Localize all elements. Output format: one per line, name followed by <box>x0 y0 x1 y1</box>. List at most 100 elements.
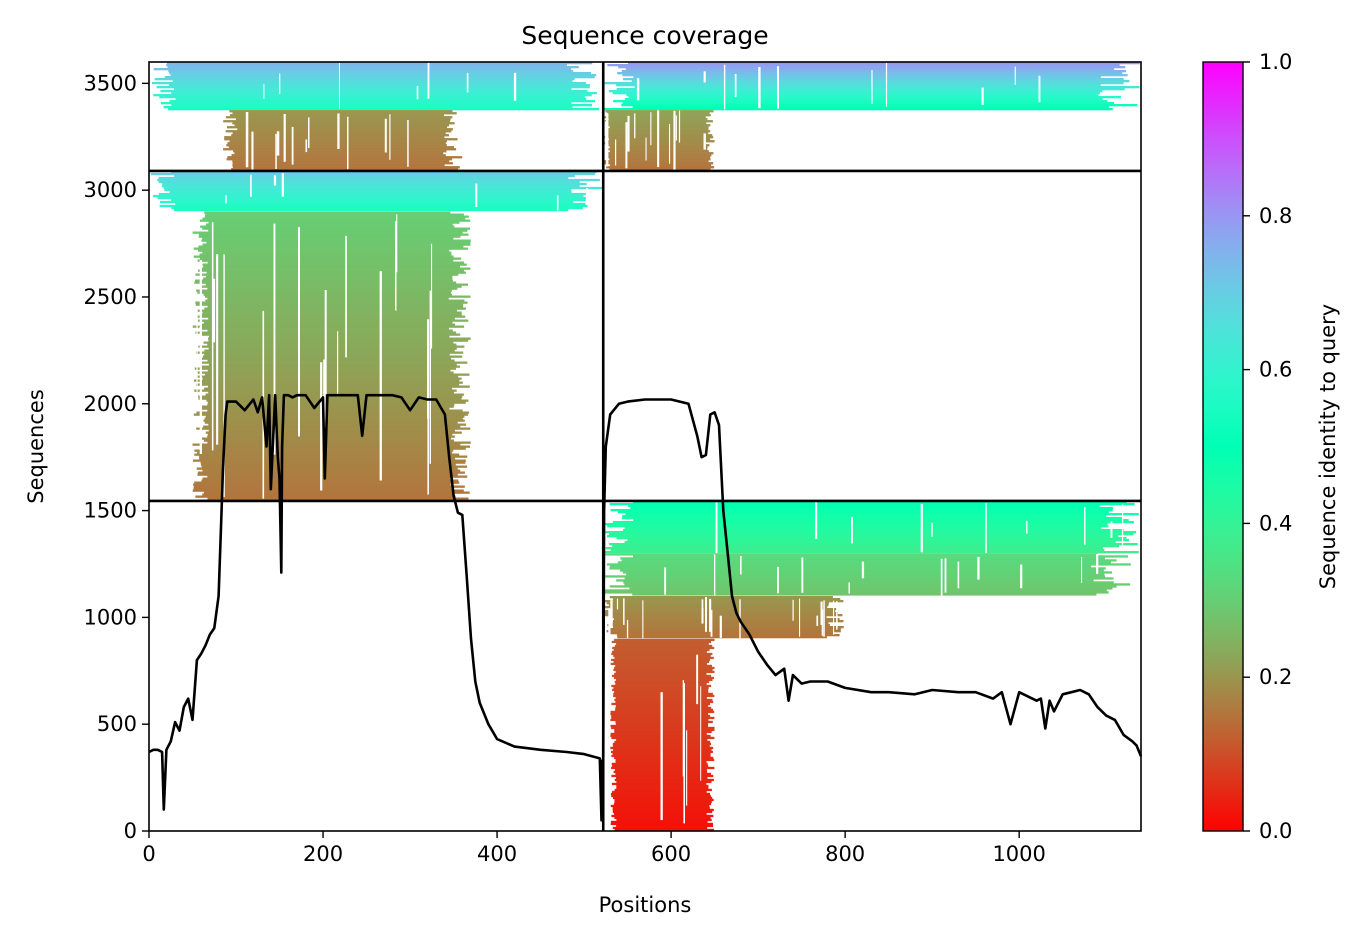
coverage-row <box>169 190 572 194</box>
coverage-row <box>202 217 466 220</box>
coverage-gap <box>669 123 671 164</box>
coverage-gap <box>675 115 677 141</box>
coverage-row <box>232 112 457 115</box>
coverage-row <box>231 134 449 137</box>
coverage-row <box>205 213 464 216</box>
coverage-row <box>194 281 457 284</box>
y-tick-label-0: 0 <box>124 819 137 843</box>
coverage-row <box>203 355 463 358</box>
coverage-row <box>603 606 828 609</box>
coverage-row <box>224 136 445 139</box>
coverage-row <box>622 515 1107 518</box>
coverage-gap <box>279 73 281 94</box>
coverage-row <box>163 186 603 190</box>
coverage-gap <box>627 115 630 152</box>
coverage-gap <box>678 110 681 143</box>
coverage-row <box>172 80 573 83</box>
coverage-gap <box>645 137 647 161</box>
coverage-row <box>203 491 470 494</box>
x-tick-label-600: 600 <box>651 842 691 866</box>
coverage-row <box>607 64 1120 67</box>
coverage-row <box>622 74 1128 77</box>
coverage-row <box>206 399 469 402</box>
coverage-gap <box>475 183 478 208</box>
coverage-row <box>198 395 463 398</box>
coverage-row <box>605 575 1105 578</box>
coverage-gap <box>977 556 980 580</box>
coverage-row <box>615 682 707 686</box>
coverage-row <box>614 672 707 676</box>
coverage-row <box>610 712 709 716</box>
coverage-row <box>615 708 714 712</box>
coverage-row <box>207 287 458 290</box>
colorbar-tick-label-2: 0.4 <box>1259 511 1292 535</box>
coverage-row <box>166 64 567 67</box>
coverage-gap <box>701 599 704 623</box>
coverage-row <box>160 90 588 93</box>
block-4-segment-1 <box>603 501 1142 554</box>
coverage-row <box>167 66 579 69</box>
coverage-row <box>614 756 714 760</box>
coverage-row <box>237 128 453 131</box>
coverage-row <box>192 459 466 462</box>
coverage-gap <box>836 601 838 630</box>
coverage-row <box>632 106 1109 109</box>
coverage-row <box>196 289 452 292</box>
coverage-gap <box>225 195 227 204</box>
block-1-segment-2 <box>223 110 463 171</box>
coverage-row <box>175 202 586 206</box>
coverage-row <box>209 335 450 338</box>
coverage-row <box>171 206 583 210</box>
coverage-row <box>207 435 455 438</box>
coverage-row <box>612 521 1134 524</box>
coverage-row <box>204 295 471 298</box>
coverage-row <box>629 587 1113 590</box>
coverage-gap <box>427 62 430 99</box>
coverage-row <box>608 154 712 157</box>
coverage-row <box>611 652 713 656</box>
coverage-row <box>234 152 444 155</box>
coverage-row <box>607 525 1109 528</box>
coverage-row <box>204 211 451 214</box>
coverage-row <box>603 610 836 613</box>
coverage-row <box>603 160 709 163</box>
coverage-row <box>193 485 465 488</box>
coverage-gap <box>683 683 685 824</box>
coverage-gap <box>275 133 277 169</box>
coverage-row <box>198 249 450 252</box>
coverage-row <box>617 561 1111 564</box>
coverage-row <box>604 589 1107 592</box>
coverage-row <box>208 423 467 426</box>
coverage-row <box>203 321 453 324</box>
coverage-gap <box>396 214 398 273</box>
coverage-row <box>158 176 569 180</box>
coverage-row <box>198 233 469 236</box>
coverage-row <box>208 363 457 366</box>
coverage-gap <box>833 600 835 635</box>
coverage-row <box>603 116 706 119</box>
coverage-row <box>611 782 707 786</box>
coverage-row <box>193 255 454 258</box>
coverage-gap <box>347 116 349 170</box>
coverage-row <box>610 509 1113 512</box>
coverage-row <box>227 142 446 145</box>
coverage-row <box>200 257 462 260</box>
coverage-row <box>204 307 466 310</box>
coverage-row <box>157 178 600 182</box>
block-4-segment-4 <box>610 638 717 832</box>
coverage-gap <box>1038 75 1041 103</box>
coverage-row <box>609 168 711 171</box>
coverage-gap <box>1014 66 1016 85</box>
coverage-gap <box>605 121 607 147</box>
coverage-row <box>197 315 466 318</box>
coverage-row <box>615 758 715 762</box>
coverage-row <box>604 523 1108 526</box>
coverage-row <box>207 409 463 412</box>
coverage-row <box>617 511 1109 514</box>
block-4-segment-2 <box>603 553 1131 596</box>
coverage-gap <box>1096 554 1099 574</box>
coverage-row <box>197 471 465 474</box>
coverage-row <box>611 716 715 720</box>
block-1-segment-1 <box>152 62 600 111</box>
coverage-row <box>170 74 597 77</box>
